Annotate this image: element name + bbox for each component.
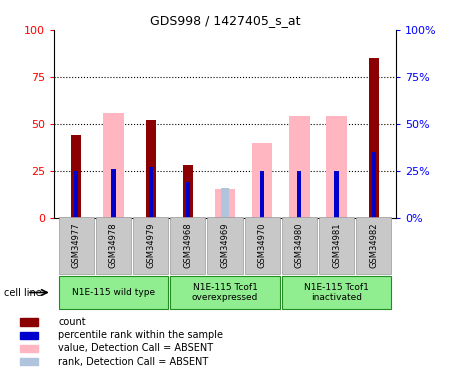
- Bar: [20, 318, 38, 326]
- Bar: [221, 188, 229, 218]
- Text: N1E-115 Tcof1
inactivated: N1E-115 Tcof1 inactivated: [304, 283, 369, 302]
- Text: GSM34982: GSM34982: [369, 223, 378, 268]
- Bar: [183, 165, 193, 218]
- Bar: [244, 217, 280, 274]
- Text: N1E-115 wild type: N1E-115 wild type: [72, 288, 155, 297]
- Text: GSM34970: GSM34970: [258, 223, 267, 268]
- Bar: [215, 189, 235, 217]
- Bar: [282, 276, 392, 309]
- Bar: [96, 217, 131, 274]
- Bar: [71, 135, 81, 218]
- Bar: [289, 116, 310, 218]
- Bar: [103, 112, 124, 218]
- Bar: [112, 169, 116, 217]
- Bar: [74, 171, 78, 217]
- Bar: [356, 217, 392, 274]
- Bar: [260, 171, 264, 217]
- Text: count: count: [58, 317, 86, 327]
- Bar: [186, 182, 190, 218]
- Bar: [20, 332, 38, 339]
- Bar: [207, 217, 243, 274]
- Bar: [372, 152, 376, 217]
- Bar: [148, 167, 153, 218]
- Text: GSM34979: GSM34979: [146, 223, 155, 268]
- Text: N1E-115 Tcof1
overexpressed: N1E-115 Tcof1 overexpressed: [192, 283, 258, 302]
- Bar: [334, 171, 338, 217]
- Text: value, Detection Call = ABSENT: value, Detection Call = ABSENT: [58, 344, 214, 354]
- Bar: [170, 217, 206, 274]
- Text: GSM34968: GSM34968: [183, 223, 192, 268]
- Bar: [58, 276, 168, 309]
- Bar: [319, 217, 354, 274]
- Bar: [20, 358, 38, 365]
- Bar: [326, 116, 347, 218]
- Bar: [252, 142, 272, 218]
- Bar: [297, 171, 302, 217]
- Text: GSM34969: GSM34969: [220, 223, 230, 268]
- Bar: [369, 58, 379, 217]
- Bar: [170, 276, 280, 309]
- Bar: [133, 217, 168, 274]
- Bar: [58, 217, 94, 274]
- Text: GSM34981: GSM34981: [332, 223, 341, 268]
- Text: GSM34980: GSM34980: [295, 223, 304, 268]
- Text: GSM34977: GSM34977: [72, 223, 81, 268]
- Bar: [145, 120, 156, 218]
- Bar: [20, 345, 38, 352]
- Text: GSM34978: GSM34978: [109, 223, 118, 268]
- Text: cell line: cell line: [4, 288, 42, 297]
- Title: GDS998 / 1427405_s_at: GDS998 / 1427405_s_at: [150, 15, 300, 27]
- Bar: [282, 217, 317, 274]
- Text: rank, Detection Call = ABSENT: rank, Detection Call = ABSENT: [58, 357, 209, 367]
- Text: percentile rank within the sample: percentile rank within the sample: [58, 330, 224, 340]
